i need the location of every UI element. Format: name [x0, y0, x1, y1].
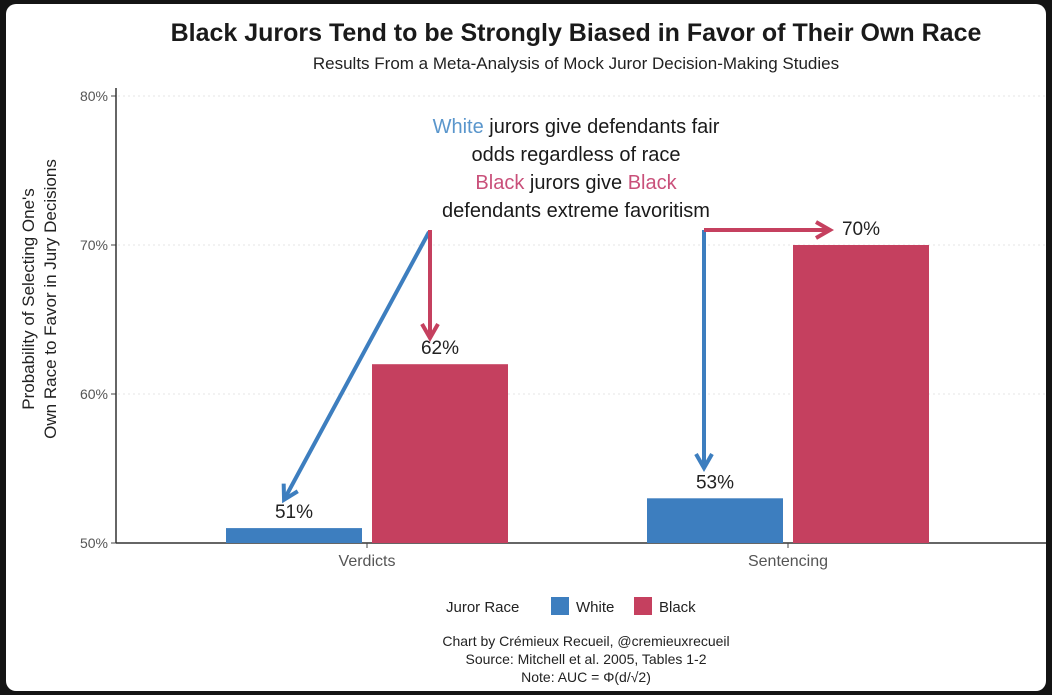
legend-title: Juror Race	[446, 599, 519, 616]
bar-white-verdicts	[226, 528, 362, 543]
annotation-line-4: defendants extreme favoritism	[442, 200, 710, 222]
arrow-verdicts-white	[281, 231, 431, 504]
bar-chart: Black Jurors Tend to be Strongly Biased …	[19, 19, 1046, 685]
caption-source: Source: Mitchell et al. 2005, Tables 1-2	[466, 651, 707, 667]
legend-label-black: Black	[659, 599, 696, 616]
annotation-line-3-text: jurors give	[524, 172, 627, 194]
bar-white-sentencing	[647, 498, 783, 543]
y-axis-label-line-1: Probability of Selecting One's	[19, 188, 38, 410]
data-label: 53%	[696, 472, 734, 493]
chart-subtitle: Results From a Meta-Analysis of Mock Jur…	[313, 54, 839, 73]
bar-black-verdicts	[372, 364, 508, 543]
bar-black-sentencing	[793, 245, 929, 543]
data-label: 62%	[421, 338, 459, 359]
y-tick-label: 60%	[80, 386, 108, 402]
y-axis-label-line-2: Own Race to Favor in Jury Decisions	[41, 159, 60, 439]
y-tick-label: 70%	[80, 237, 108, 253]
annotation-line-1: White jurors give defendants fair	[433, 116, 720, 138]
annotation-white-highlight: White	[433, 116, 484, 138]
legend-label-white: White	[576, 599, 614, 616]
annotation: White jurors give defendants fair odds r…	[433, 116, 720, 222]
legend-swatch-black	[634, 597, 652, 615]
chart-card: Black Jurors Tend to be Strongly Biased …	[6, 4, 1046, 691]
chart-title: Black Jurors Tend to be Strongly Biased …	[171, 19, 982, 47]
data-label: 51%	[275, 502, 313, 523]
annotation-line-3: Black jurors give Black	[475, 172, 677, 194]
data-label: 70%	[842, 219, 880, 240]
y-tick-label: 80%	[80, 88, 108, 104]
annotation-black-highlight: Black	[475, 172, 525, 194]
x-tick-label: Sentencing	[748, 553, 828, 570]
y-tick-label: 50%	[80, 535, 108, 551]
annotation-line-1-text: jurors give defendants fair	[484, 116, 720, 138]
caption-credit: Chart by Crémieux Recueil, @cremieuxrecu…	[442, 633, 729, 649]
annotation-black-highlight-2: Black	[628, 172, 678, 194]
caption-note: Note: AUC = Φ(d/√2)	[521, 669, 651, 685]
legend-swatch-white	[551, 597, 569, 615]
annotation-line-2: odds regardless of race	[471, 144, 680, 166]
x-tick-label: Verdicts	[339, 553, 396, 570]
legend: Juror Race White Black	[446, 597, 696, 616]
